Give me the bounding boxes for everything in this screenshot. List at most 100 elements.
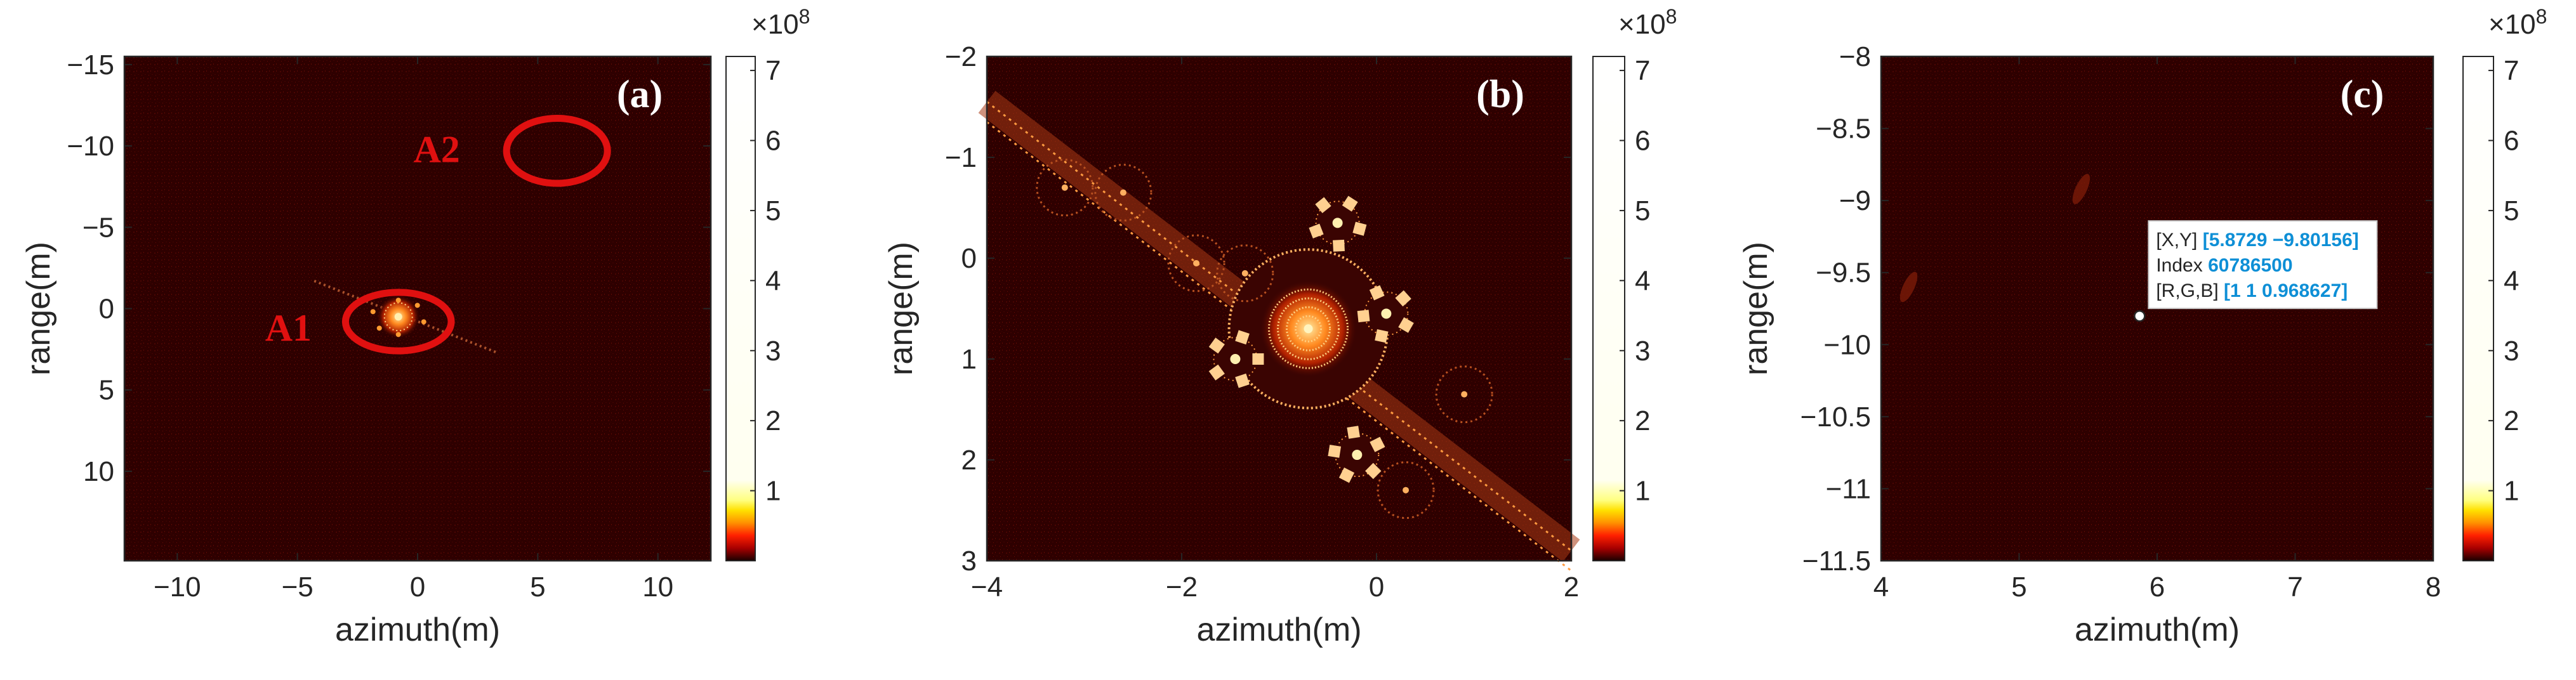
colorbar-tick-label: 1: [2504, 476, 2519, 507]
datatip-key: [R,G,B]: [2156, 280, 2224, 301]
faint-scatterer: [2072, 174, 2091, 204]
datatip-value: [5.8729 −9.80156]: [2203, 230, 2359, 251]
y-tick-label: 1: [961, 344, 977, 375]
panel-letter: (c): [2341, 73, 2384, 116]
y-tick-label: −1: [945, 142, 977, 173]
disc-center: [1403, 487, 1410, 494]
datatip-value: 60786500: [2208, 255, 2292, 276]
colorbar-tick-label: 7: [765, 55, 781, 86]
fan-element: [1208, 330, 1264, 388]
y-tick-label: −8.5: [1816, 114, 1871, 145]
colorbar-tick-label: 7: [2504, 55, 2519, 86]
fan-blade: [1315, 197, 1331, 214]
fan-blade: [1328, 445, 1342, 458]
target-scatterer: [395, 298, 401, 303]
colorbar-tick-label: 3: [765, 336, 781, 367]
disc-antenna: [1435, 365, 1493, 424]
target-scatterer: [376, 325, 382, 331]
faint-scatterer: [1899, 271, 1918, 303]
central-ring: [1268, 288, 1349, 369]
colorbar-tick-label: 6: [765, 126, 781, 157]
colorbar-exponent-power: 8: [1666, 5, 1677, 28]
y-tick-label: −15: [67, 49, 114, 81]
y-axis-label: range(m): [883, 242, 920, 376]
heatmap-scene: [1899, 174, 2091, 303]
colorbar-tick-label: 4: [1635, 265, 1650, 296]
central-core: [1304, 324, 1313, 334]
y-tick-label: −10.5: [1800, 402, 1871, 433]
x-tick-label: −2: [1166, 572, 1198, 603]
colorbar: 1 2 3 4 5 6 7 ×108: [1592, 5, 1677, 561]
datatip-value: [1 1 0.968627]: [2224, 280, 2348, 301]
fan-blade: [1208, 364, 1225, 381]
disc-center: [1120, 189, 1126, 196]
x-tick-label: 0: [410, 572, 425, 603]
central-ring: [1277, 297, 1340, 360]
colorbar-exponent: ×108: [751, 5, 810, 40]
y-tick-label: −10: [67, 131, 114, 162]
y-tick-label: 10: [83, 456, 114, 487]
x-tick-label: −4: [971, 572, 1003, 603]
fan-blade: [1338, 468, 1355, 483]
target-scatterer: [414, 303, 420, 308]
x-axis-label: azimuth(m): [335, 611, 500, 648]
panel-letter: (a): [617, 73, 663, 116]
target-scatterer: [370, 309, 376, 315]
y-tick-label: −11.5: [1802, 546, 1871, 577]
x-tick-label: 2: [1564, 572, 1579, 603]
central-ring: [1295, 315, 1323, 343]
colorbar-exponent-power: 8: [799, 5, 810, 28]
colorbar-tick-label: 5: [765, 195, 781, 226]
x-tick-label: −5: [282, 572, 314, 603]
colorbar-tick-label: 4: [765, 265, 781, 296]
fan-element: [1357, 285, 1414, 343]
y-tick-label: 2: [961, 445, 977, 476]
fan-blade: [1208, 337, 1225, 354]
y-tick-label: −8: [1839, 41, 1871, 72]
datatip-row: Index 60786500: [2156, 255, 2292, 276]
datatip[interactable]: [X,Y] [5.8729 −9.80156] Index 60786500 [R,…: [2134, 220, 2378, 322]
central-ring: [1286, 306, 1331, 351]
chart-panel-1: −10 −5 0 5 10 −15 −10 −5 0 5 10 azimuth(m) range(m) (…: [20, 5, 810, 648]
fan-blade: [1252, 353, 1264, 365]
colorbar-tick-label: 1: [1635, 476, 1650, 507]
datatip-marker[interactable]: [2134, 310, 2146, 322]
disc-center: [1193, 259, 1200, 266]
colorbar-tick-label: 2: [2504, 405, 2519, 436]
x-tick-label: 4: [1873, 572, 1889, 603]
colorbar-tick-label: 7: [1635, 55, 1650, 86]
fan-element: [1309, 195, 1367, 252]
y-tick-label: −2: [945, 41, 977, 72]
colorbar: 1 2 3 4 5 6 7 ×108: [2462, 5, 2547, 561]
colorbar-exponent: ×108: [1618, 5, 1677, 40]
fan-blade: [1333, 239, 1345, 252]
annotation-ellipse-a2: [503, 114, 611, 187]
colorbar-exponent-power: 8: [2536, 5, 2547, 28]
colorbar-tick-label: 3: [2504, 336, 2519, 367]
colorbar-tick-label: 2: [1635, 405, 1650, 436]
y-tick-label: 5: [99, 375, 114, 406]
heatmap-scene: [978, 91, 1580, 572]
x-tick-label: −10: [154, 572, 201, 603]
fan-blade: [1347, 426, 1360, 439]
target-scatterer: [395, 332, 401, 337]
colorbar-tick-label: 6: [2504, 126, 2519, 157]
colorbar-gradient: [2462, 56, 2494, 561]
target-scatterer: [421, 319, 426, 325]
colorbar-tick-label: 4: [2504, 265, 2519, 296]
colorbar-tick-label: 5: [1635, 195, 1650, 226]
chart-panel-2: −4 −2 0 2 −2 −1 0 1 2 3 azimuth(m) range(m) (b) 1 2 3 4 5…: [883, 5, 1677, 648]
colorbar-tick-label: 2: [765, 405, 781, 436]
fan-hub: [1230, 354, 1241, 364]
x-tick-label: 0: [1369, 572, 1384, 603]
target-core: [394, 313, 402, 321]
y-tick-label: 3: [961, 546, 977, 577]
y-tick-label: −10: [1823, 329, 1871, 360]
disc-center: [1461, 391, 1468, 398]
disc-antenna: [1036, 159, 1094, 217]
datatip-key: [X,Y]: [2156, 230, 2202, 251]
disc-antenna: [1094, 164, 1153, 222]
x-tick-label: 8: [2426, 572, 2441, 603]
fan-blade: [1375, 329, 1389, 343]
